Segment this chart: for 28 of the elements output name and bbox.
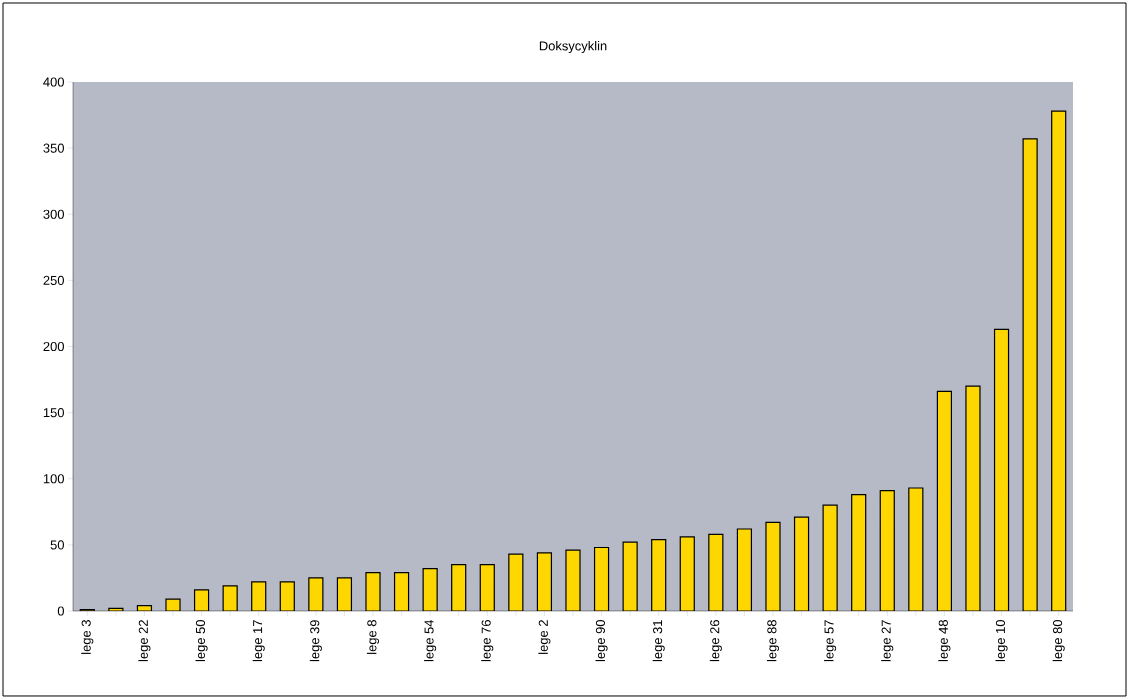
x-tick-label: lege 17 xyxy=(252,620,265,662)
x-tick-label: lege 90 xyxy=(595,620,608,662)
y-tick-label: 200 xyxy=(43,341,64,352)
x-tick-label: lege 48 xyxy=(938,620,951,662)
x-tick-label: lege 26 xyxy=(709,620,722,662)
x-tick-label: lege 57 xyxy=(824,620,837,662)
x-tick-label: lege 54 xyxy=(424,619,437,662)
y-tick-label: 0 xyxy=(57,606,64,616)
x-tick-label: lege 39 xyxy=(309,620,322,662)
x-tick-label: lege 10 xyxy=(995,620,1008,662)
y-tick-label: 300 xyxy=(43,209,64,219)
y-tick-label: 50 xyxy=(50,540,64,550)
chart-title: Doksycyklin xyxy=(539,40,607,54)
y-tick-label: 250 xyxy=(43,275,64,285)
y-tick-label: 150 xyxy=(43,408,64,418)
y-tick-label: 350 xyxy=(43,143,64,153)
x-tick-label: lege 50 xyxy=(195,620,208,662)
x-tick-label: lege 80 xyxy=(1052,620,1065,662)
x-tick-label: lege 8 xyxy=(366,620,380,654)
x-tick-label: lege 76 xyxy=(481,620,494,662)
x-tick-label: lege 2 xyxy=(538,620,551,654)
x-tick-label: lege 27 xyxy=(881,620,894,662)
x-tick-label: lege 22 xyxy=(138,620,151,662)
x-tick-label: lege 31 xyxy=(652,620,665,662)
y-tick-label: 400 xyxy=(43,77,64,87)
x-tick-label: lege 88 xyxy=(766,620,780,662)
y-tick-label: 100 xyxy=(43,474,64,484)
x-tick-label: lege 3 xyxy=(81,620,94,654)
